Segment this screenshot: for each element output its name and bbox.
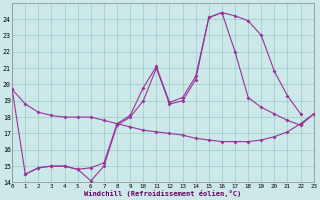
X-axis label: Windchill (Refroidissement éolien,°C): Windchill (Refroidissement éolien,°C) [84,190,242,197]
